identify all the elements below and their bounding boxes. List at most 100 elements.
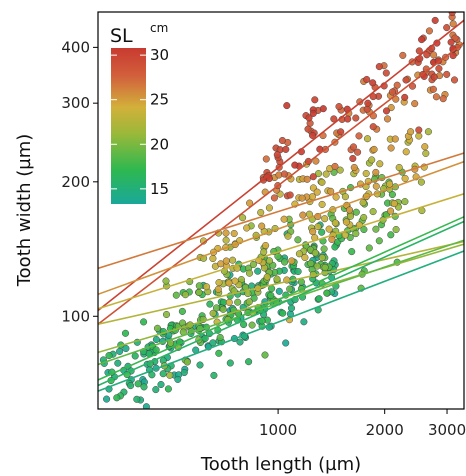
data-point	[216, 333, 224, 342]
data-point	[152, 386, 160, 394]
data-point	[282, 339, 290, 347]
legend-colorbar	[111, 48, 146, 204]
data-point	[311, 96, 319, 104]
data-point	[246, 199, 254, 207]
data-point	[267, 291, 275, 299]
data-point	[425, 27, 433, 35]
data-point	[383, 115, 392, 123]
data-point	[226, 359, 234, 367]
data-point	[140, 318, 148, 326]
data-point	[316, 145, 324, 153]
data-point	[354, 148, 362, 156]
data-point	[209, 254, 217, 263]
legend-title: SL	[110, 25, 133, 47]
data-point	[369, 208, 377, 216]
data-point	[429, 85, 437, 93]
data-point	[260, 248, 268, 256]
data-point	[349, 143, 358, 151]
data-point	[391, 135, 399, 143]
data-point	[417, 178, 425, 186]
data-point	[415, 132, 423, 140]
data-point	[294, 236, 302, 244]
data-point	[318, 254, 326, 262]
data-point	[248, 321, 256, 329]
data-point	[322, 170, 330, 178]
data-point	[183, 358, 191, 366]
data-point	[159, 370, 167, 378]
data-point	[393, 81, 401, 89]
data-point	[401, 174, 409, 182]
data-point	[222, 229, 230, 237]
data-point	[395, 163, 403, 172]
data-point	[284, 232, 292, 240]
data-point	[278, 136, 286, 145]
data-point	[392, 225, 400, 234]
data-point	[222, 236, 230, 244]
data-point	[166, 371, 174, 379]
data-point	[282, 145, 290, 153]
data-point	[263, 273, 271, 281]
data-point	[370, 145, 378, 153]
data-point	[162, 310, 171, 319]
data-point	[180, 368, 188, 377]
y-axis-title: Tooth width (µm)	[14, 134, 35, 288]
data-point	[122, 344, 130, 353]
data-point	[195, 288, 203, 296]
data-point	[388, 190, 396, 199]
data-point	[257, 208, 265, 217]
data-point	[415, 126, 423, 134]
data-point	[225, 298, 233, 306]
legend-tick-label: 25	[150, 91, 169, 109]
data-point	[297, 278, 305, 286]
data-point	[331, 162, 339, 170]
data-point	[164, 385, 172, 393]
data-point	[148, 371, 156, 379]
data-point	[270, 194, 278, 202]
data-point	[435, 65, 443, 73]
data-point	[401, 198, 409, 206]
data-point	[273, 151, 281, 159]
y-tick-label: 300	[61, 94, 90, 112]
data-point	[314, 170, 323, 178]
data-point	[280, 170, 288, 178]
data-point	[363, 75, 371, 84]
data-point	[249, 260, 257, 269]
data-point	[196, 361, 204, 369]
data-point	[431, 16, 439, 24]
data-point	[275, 287, 283, 295]
data-point	[372, 225, 380, 233]
data-point	[341, 231, 349, 239]
data-point	[349, 154, 357, 163]
data-point	[215, 279, 223, 287]
data-point	[105, 352, 113, 360]
data-point	[325, 225, 333, 233]
data-point	[229, 256, 237, 264]
data-point	[331, 219, 339, 227]
data-point	[294, 267, 302, 276]
data-point	[245, 269, 254, 277]
data-point	[215, 349, 223, 357]
legend-unit: cm	[150, 21, 168, 35]
data-point	[286, 285, 294, 293]
data-point	[376, 160, 384, 168]
legend-tick-label: 30	[150, 46, 169, 64]
data-point	[330, 115, 338, 123]
data-point	[390, 200, 398, 208]
data-point	[337, 128, 345, 136]
data-point	[245, 298, 253, 306]
data-point	[309, 109, 317, 117]
data-point	[355, 132, 363, 140]
data-point	[335, 103, 343, 111]
data-point	[365, 244, 373, 252]
data-point	[217, 260, 225, 268]
data-point	[407, 128, 415, 136]
data-point	[280, 215, 288, 223]
data-point	[304, 125, 312, 133]
data-point	[424, 128, 432, 136]
data-point	[299, 211, 307, 219]
data-point	[281, 258, 289, 266]
data-point	[298, 194, 306, 202]
data-point	[300, 318, 308, 326]
x-tick-label: 2000	[366, 421, 404, 439]
data-point	[336, 166, 344, 174]
